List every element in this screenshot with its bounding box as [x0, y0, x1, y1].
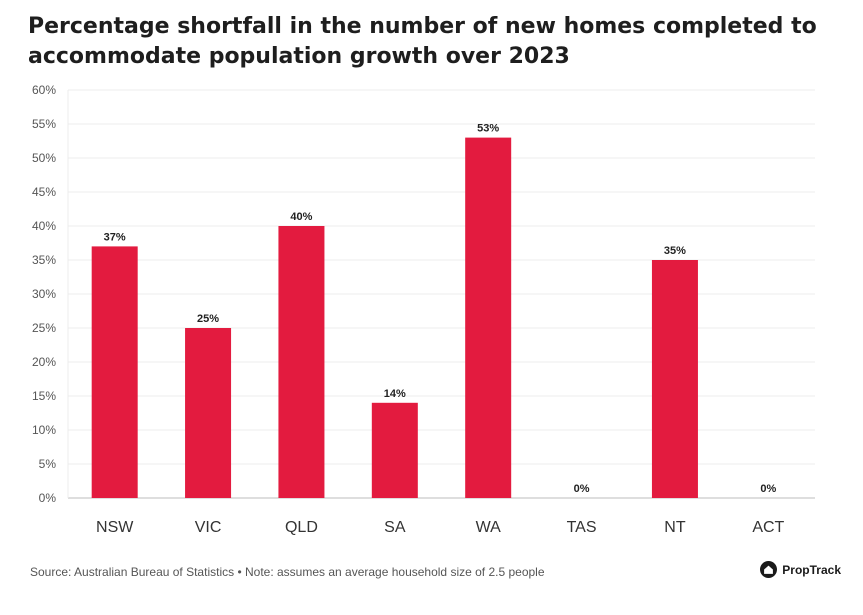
source-note: Source: Australian Bureau of Statistics … [30, 565, 545, 579]
data-label: 0% [760, 483, 776, 495]
y-tick-label: 45% [32, 185, 56, 199]
bar [371, 402, 418, 498]
x-tick-label: ACT [752, 519, 784, 536]
bar [278, 226, 325, 498]
bar [91, 246, 138, 498]
y-tick-label: 10% [32, 423, 56, 437]
bar [465, 137, 512, 498]
y-tick-label: 15% [32, 389, 56, 403]
brand-name: PropTrack [782, 562, 841, 577]
bar [651, 260, 698, 498]
y-tick-label: 5% [39, 457, 57, 471]
data-label: 14% [384, 388, 406, 400]
data-label: 35% [664, 245, 686, 257]
y-tick-label: 50% [32, 151, 56, 165]
y-tick-label: 20% [32, 355, 56, 369]
x-tick-label: NSW [96, 519, 134, 536]
data-label: 53% [477, 123, 499, 135]
y-tick-label: 0% [39, 491, 57, 505]
data-label: 0% [574, 483, 590, 495]
chart-title: Percentage shortfall in the number of ne… [28, 14, 817, 69]
y-tick-label: 25% [32, 321, 56, 335]
y-tick-label: 60% [32, 83, 56, 97]
x-tick-label: SA [384, 519, 406, 536]
x-tick-label: TAS [567, 519, 597, 536]
data-label: 40% [290, 211, 312, 223]
y-tick-label: 35% [32, 253, 56, 267]
data-label: 25% [197, 313, 219, 325]
y-tick-label: 40% [32, 219, 56, 233]
x-tick-label: WA [476, 519, 502, 536]
proptrack-logo-icon [760, 561, 778, 578]
y-tick-label: 30% [32, 287, 56, 301]
data-label: 37% [104, 231, 126, 243]
x-tick-label: QLD [285, 519, 318, 536]
x-tick-label: VIC [195, 519, 222, 536]
x-tick-label: NT [664, 519, 686, 536]
y-tick-label: 55% [32, 117, 56, 131]
brand-logo: PropTrack [760, 561, 841, 578]
bar [185, 328, 232, 498]
